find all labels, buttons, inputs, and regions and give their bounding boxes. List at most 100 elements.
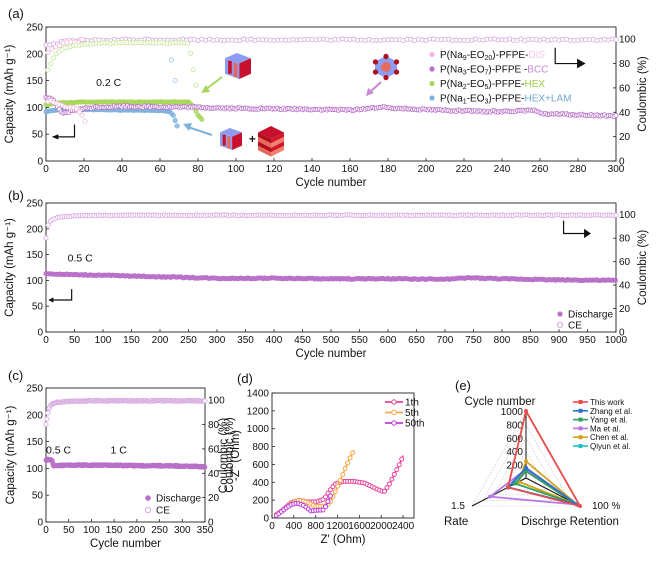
x-tick-label: 850 — [522, 335, 539, 346]
cube-top — [225, 53, 251, 64]
legend-text-part: )-PFPE- — [492, 50, 528, 61]
x-tick-label: 0 — [43, 525, 49, 536]
ce-point — [45, 410, 51, 416]
y2-tick-label: 0 — [619, 157, 625, 168]
cube-top — [220, 128, 242, 137]
y-tick-label: 0 — [37, 157, 43, 168]
y2-tick-label: 60 — [208, 444, 220, 455]
y-tick-label: 50 — [32, 130, 44, 141]
x-tick-label: 60 — [154, 164, 166, 175]
x-tick-label: 100 — [95, 335, 112, 346]
series-point-1th — [399, 456, 405, 462]
y-tick-label: 0 — [263, 514, 269, 525]
x-tick-label: 40 — [116, 164, 128, 175]
legend-text-part: -EO — [467, 50, 485, 61]
radar-axis-label-rate: Rate — [444, 516, 468, 528]
series-point-1th — [384, 485, 390, 491]
series-point-1th — [386, 481, 392, 487]
hex-structure-icon-small — [220, 128, 242, 150]
x-tick-label: 220 — [456, 164, 473, 175]
radar-point — [524, 465, 528, 470]
panel-label: (c) — [8, 368, 23, 383]
left-axis-arrow-head — [51, 134, 59, 140]
series-point-5th — [340, 471, 346, 477]
x-tick-label: 200 — [152, 335, 169, 346]
ce-point-bcc — [613, 37, 619, 43]
legend-label-ce: CE — [568, 321, 582, 332]
panel-a: 0 20 40 60 80 100 120 140 160 180 200 220 240 260 280 3… — [4, 6, 649, 189]
hex-structure-icon — [225, 53, 251, 79]
lam-pointer-arrow — [187, 126, 213, 136]
ce-point-lam — [168, 57, 174, 63]
series-point-5th — [337, 478, 343, 483]
discharge-point-dis — [82, 118, 88, 124]
panel-b: 0 50 100 150 200 250 300 350 400 450 500 550 600 650 7… — [4, 188, 649, 360]
ce-point-hex — [190, 67, 196, 73]
series-point-5th — [332, 489, 338, 495]
y-axis-label: -Z'' (Ohm) — [230, 430, 242, 481]
radar-point — [488, 494, 492, 499]
x-tick-label: 180 — [380, 164, 397, 175]
discharge-point — [202, 464, 208, 470]
radar-tick-label: 800 — [506, 420, 523, 431]
x-tick-label: 600 — [380, 335, 397, 346]
ce-point — [43, 235, 49, 241]
x-axis-label: Cycle number — [296, 348, 367, 360]
legend-text-part: DIS — [528, 50, 545, 61]
y2-tick-label: 40 — [208, 469, 220, 480]
panel-label: (e) — [455, 378, 471, 393]
cube-layer-left — [258, 145, 271, 157]
y2-axis-label: Coulombic (%) — [637, 56, 649, 132]
y-tick-label: 100 — [26, 464, 43, 475]
ce-point-hex — [193, 82, 199, 88]
legend-marker — [429, 51, 435, 58]
x-tick-label: 0 — [43, 164, 49, 175]
discharge-point-lam — [170, 112, 176, 118]
series-point-1th — [323, 494, 329, 500]
legend-marker-ce — [556, 321, 564, 329]
series-point-1th — [382, 488, 388, 494]
y-tick-label: 0 — [37, 518, 43, 529]
legend-marker-discharge — [557, 311, 563, 317]
x-tick-label: 120 — [266, 164, 283, 175]
y-tick-label: 150 — [26, 437, 43, 448]
radar-point — [524, 409, 528, 413]
x-tick-label: 950 — [579, 335, 596, 346]
legend-label-ce: CE — [156, 506, 170, 517]
hex-pointer-arrow — [204, 76, 223, 91]
x-tick-label: 800 — [494, 335, 511, 346]
legend-marker — [578, 408, 583, 413]
x-tick-label: 200 — [129, 525, 146, 536]
right-axis-arrow-line — [562, 220, 585, 235]
cube-layer-right — [271, 145, 284, 157]
legend-marker — [578, 400, 583, 404]
y2-axis-label: Coulombic (%) — [637, 230, 649, 306]
x-tick-label: 2400 — [392, 521, 415, 532]
series-point-50th — [323, 504, 329, 510]
legend-label: Chen et al. — [590, 433, 629, 442]
radar-point — [513, 481, 518, 486]
discharge-point-hex — [199, 116, 205, 122]
radar-series-Yang et al. — [513, 470, 578, 506]
series-point-5th — [350, 450, 356, 456]
y-axis-label: Capacity (mAh g⁻¹) — [5, 405, 17, 504]
panel-d: 0 400 800 1200 1600 2000 240002004006008001000… — [218, 371, 424, 546]
legend-marker — [578, 426, 583, 431]
y-tick-label: 200 — [252, 496, 269, 507]
legend-text-part: P(Na — [440, 79, 463, 90]
cube-layer-right — [271, 136, 284, 148]
legend-label: Ma et al. — [590, 424, 621, 433]
cube-right — [239, 58, 251, 79]
y-tick-label: 250 — [26, 23, 43, 34]
ce-point-hex — [51, 55, 57, 61]
legend-entry: P(Na1-EO3)-PFPE-HEX+LAM — [440, 94, 571, 106]
discharge-point-lam — [174, 123, 180, 129]
x-tick-label: 80 — [192, 164, 204, 175]
plot-frame — [45, 387, 206, 523]
hex-pointer-head — [201, 85, 210, 93]
ce-point-dis — [49, 46, 55, 52]
legend-label: This work — [590, 398, 625, 407]
radar-point — [506, 485, 510, 490]
y-axis-label: Capacity (mAh g⁻¹) — [4, 218, 16, 317]
bcc-structure-icon — [372, 53, 400, 81]
